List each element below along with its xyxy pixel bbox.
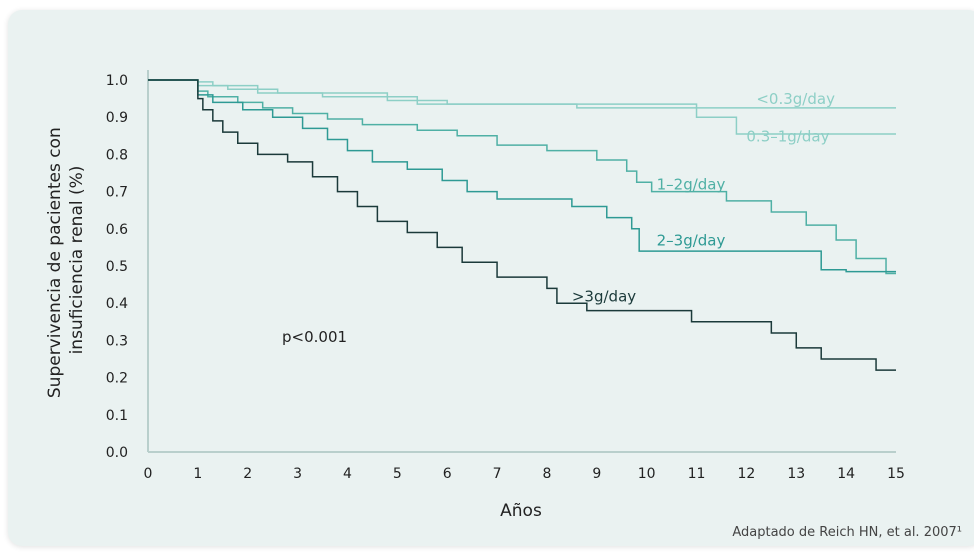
x-tick-label: 11 <box>688 466 706 482</box>
x-tick-label: 10 <box>638 466 656 482</box>
x-tick-label: 0 <box>144 466 153 482</box>
series-label-1: <0.3g/day <box>756 90 835 108</box>
x-tick-label: 2 <box>243 466 252 482</box>
y-tick-label: 0.6 <box>106 222 128 238</box>
y-axis-title: Supervivencia de pacientes con insuficie… <box>45 122 87 398</box>
series-line-4 <box>148 79 896 273</box>
series-line-5 <box>148 79 896 371</box>
x-tick-label: 4 <box>343 466 352 482</box>
chart-card <box>8 10 974 546</box>
y-tick-labels: 0.0 0.1 0.2 0.3 0.4 0.5 0.6 0.7 0.8 0.9 1.0 <box>106 73 128 461</box>
y-tick-label: 0.0 <box>106 445 128 461</box>
y-tick-label: 0.2 <box>106 371 128 387</box>
source-citation: Adaptado de Reich HN, et al. 2007¹ <box>732 525 962 540</box>
x-tick-label: 12 <box>737 466 755 482</box>
x-tick-label: 7 <box>493 466 502 482</box>
y-tick-label: 0.3 <box>106 333 128 349</box>
y-axis-title-line-1: Supervivencia de pacientes con <box>45 127 65 398</box>
y-tick-label: 0.5 <box>106 259 128 275</box>
y-axis-title-line-2: insuficiencia renal (%) <box>67 166 87 355</box>
p-value-annotation: p<0.001 <box>282 328 347 346</box>
series-line-3 <box>148 79 896 275</box>
series-label-4: 2–3g/day <box>657 232 726 250</box>
y-tick-label: 0.9 <box>106 110 128 126</box>
series-label-5: >3g/day <box>572 287 636 305</box>
x-tick-label: 15 <box>887 466 905 482</box>
x-tick-label: 3 <box>293 466 302 482</box>
axes <box>147 70 896 453</box>
y-tick-label: 0.1 <box>106 408 128 424</box>
series-lines <box>148 79 896 371</box>
x-tick-label: 14 <box>837 466 855 482</box>
y-tick-label: 0.8 <box>106 147 128 163</box>
x-tick-label: 1 <box>193 466 202 482</box>
x-tick-label: 8 <box>542 466 551 482</box>
y-tick-label: 1.0 <box>106 73 128 89</box>
series-labels: <0.3g/day 0.3–1g/day 1–2g/day 2–3g/day >3g/d… <box>572 90 835 305</box>
x-tick-labels: 0 1 2 3 4 5 6 7 8 9 10 11 12 13 14 15 <box>144 466 905 482</box>
y-tick-label: 0.7 <box>106 185 128 201</box>
y-tick-label: 0.4 <box>106 296 128 312</box>
x-tick-label: 6 <box>443 466 452 482</box>
series-label-3: 1–2g/day <box>657 176 726 194</box>
x-tick-label: 5 <box>393 466 402 482</box>
x-tick-label: 9 <box>592 466 601 482</box>
series-line-2 <box>148 79 896 135</box>
x-axis-title: Años <box>500 501 542 521</box>
x-tick-label: 13 <box>787 466 805 482</box>
series-label-2: 0.3–1g/day <box>746 127 829 145</box>
